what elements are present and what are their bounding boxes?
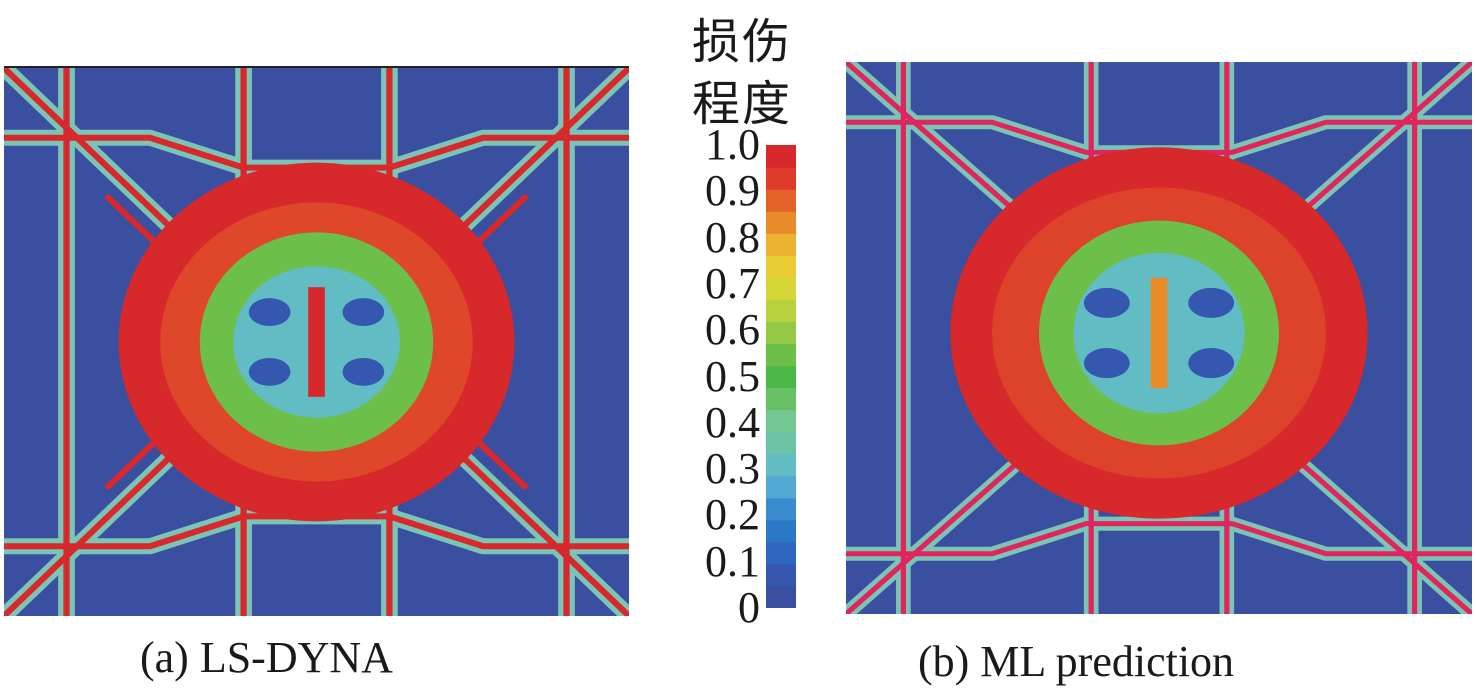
- caption-ls-dyna: (a) LS-DYNA: [140, 633, 393, 682]
- colorbar-tick-label: 0.4: [705, 397, 760, 447]
- colorbar-tick-label: 0.2: [705, 490, 760, 540]
- damage-map-ml-prediction: [846, 62, 1472, 614]
- colorbar-segment: [766, 277, 796, 300]
- colorbar-tick-label: 0.8: [705, 212, 760, 262]
- low-damage-spots: [248, 298, 385, 386]
- colorbar-segment: [766, 387, 796, 411]
- colorbar-tick-label: 0.3: [705, 444, 760, 494]
- colorbar-segment: [766, 211, 796, 234]
- low-damage-spots: [1083, 287, 1235, 379]
- colorbar-segment: [766, 167, 796, 190]
- colorbar-segment: [766, 431, 796, 455]
- colorbar-segment: [766, 233, 796, 256]
- colorbar-segment: [766, 519, 796, 543]
- colorbar-tick-labels: 1.0 0.9 0.8 0.7 0.6 0.5 0.4 0.3 0.2 0.1 0: [640, 0, 760, 700]
- colorbar-tick-label: 0.9: [705, 166, 760, 216]
- colorbar-segment: [766, 255, 796, 278]
- colorbar-segment: [766, 321, 796, 345]
- colorbar: [766, 145, 796, 608]
- colorbar-segment: [766, 189, 796, 212]
- legend-title-line2: 程度: [692, 76, 793, 132]
- colorbar-segment: [766, 365, 796, 389]
- center-crack: [308, 287, 325, 397]
- colorbar-segment: [766, 145, 796, 168]
- damage-map-b-svg: [846, 62, 1472, 614]
- colorbar-tick-label: 0: [738, 583, 760, 632]
- colorbar-segment: [766, 541, 796, 565]
- colorbar-tick-label: 0.7: [705, 258, 760, 308]
- colorbar-segment: [766, 475, 796, 499]
- colorbar-segment: [766, 453, 796, 477]
- colorbar-segment: [766, 497, 796, 521]
- colorbar-segment: [766, 585, 796, 608]
- center-crack: [1150, 277, 1168, 389]
- colorbar-segment: [766, 563, 796, 587]
- caption-ml-prediction: (b) ML prediction: [918, 637, 1235, 686]
- damage-map-ls-dyna: [4, 66, 629, 616]
- colorbar-tick-label: 0.6: [705, 305, 760, 355]
- colorbar-segment: [766, 299, 796, 322]
- colorbar-segment: [766, 343, 796, 367]
- legend-title-line1: 损伤: [692, 14, 793, 70]
- colorbar-tick-label: 1.0: [705, 120, 760, 169]
- colorbar-segment: [766, 409, 796, 433]
- colorbar-tick-label: 0.5: [705, 351, 760, 401]
- colorbar-tick-label: 0.1: [705, 536, 760, 586]
- damage-map-a-svg: [4, 68, 629, 616]
